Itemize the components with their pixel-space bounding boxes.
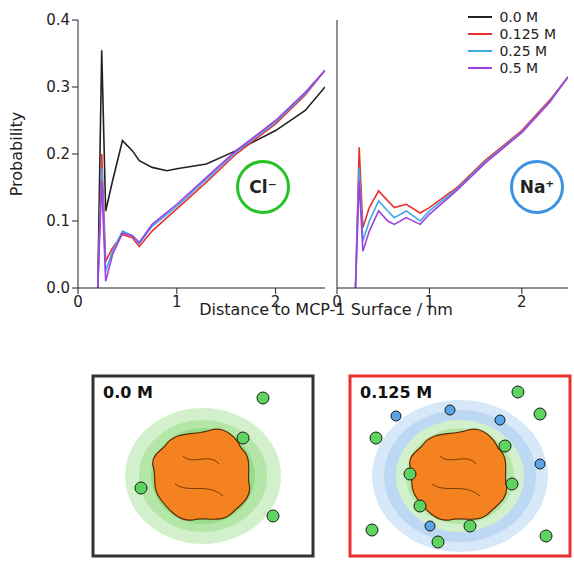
html-text:Na⁺: Na⁺ — [519, 177, 555, 197]
svg-text:0.0: 0.0 — [46, 279, 70, 297]
svg-text:1: 1 — [172, 293, 182, 310]
svg-text:0.3: 0.3 — [46, 78, 70, 96]
svg-text:0.1: 0.1 — [46, 212, 70, 230]
html-text:0.5 M: 0.5 M — [499, 59, 539, 76]
html-text:Cl⁻: Cl⁻ — [249, 177, 277, 197]
svg-text:0.4: 0.4 — [46, 11, 70, 29]
html-text:0.0 M: 0.0 M — [499, 8, 539, 25]
html-text:Distance to MCP-1 Surface / nm: Distance to MCP-1 Surface / nm — [199, 300, 453, 319]
html-text:0.125 M: 0.125 M — [499, 25, 556, 42]
svg-text:2: 2 — [517, 293, 527, 310]
svg-text:0.2: 0.2 — [46, 145, 70, 163]
svg-text:0.0 M: 0.0 M — [103, 383, 153, 402]
svg-text:0.125 M: 0.125 M — [360, 383, 432, 402]
svg-text:Probability: Probability — [7, 112, 26, 197]
svg-text:0: 0 — [73, 293, 83, 310]
html-text:0.25 M: 0.25 M — [499, 42, 548, 59]
